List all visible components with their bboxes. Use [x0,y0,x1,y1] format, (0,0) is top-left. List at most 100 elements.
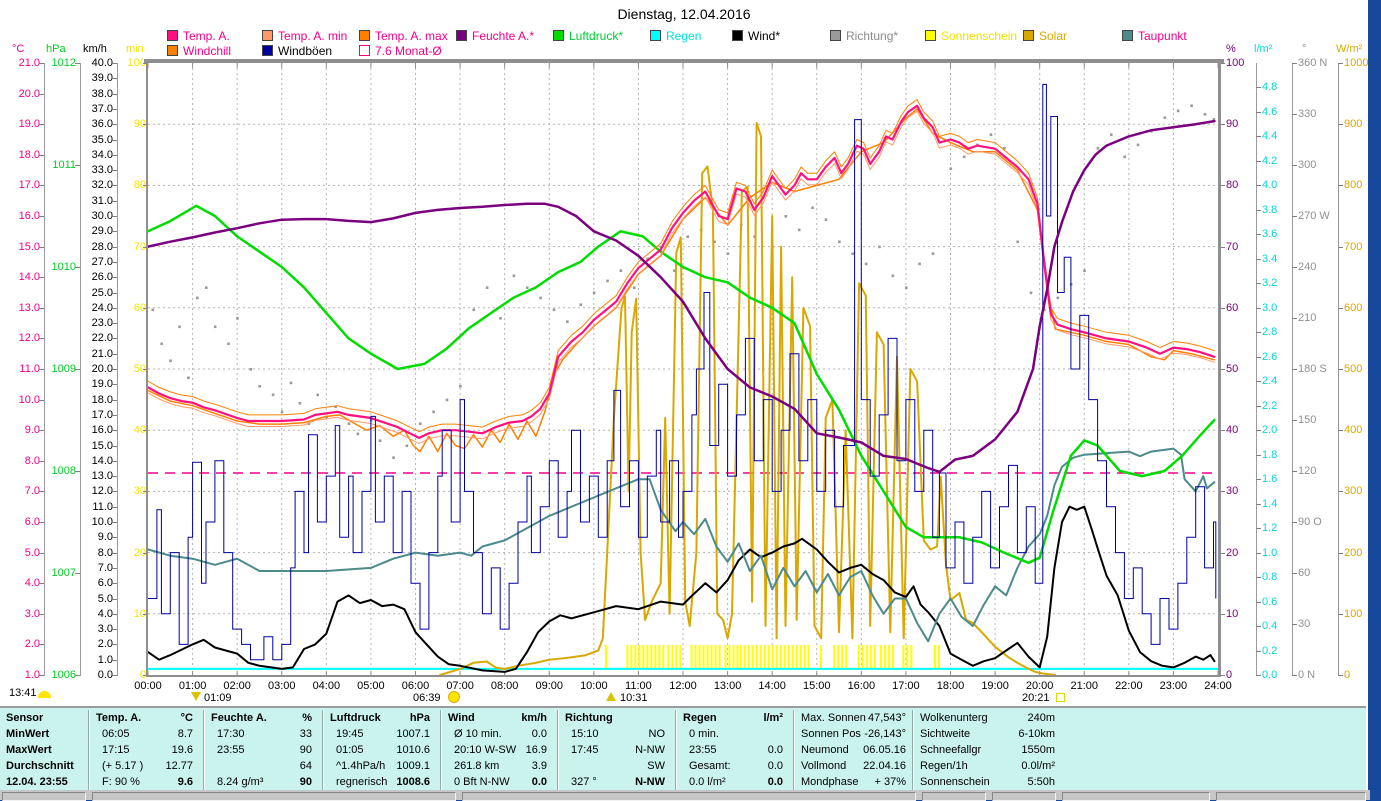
legend-label: Wind* [748,29,781,43]
axis-tick-deg [1292,165,1297,166]
axis-tick-label-kmh: 6.0 [97,577,113,590]
legend-item-temp-a-: Temp. A. [167,30,230,43]
axis-tick-label-kmh: 11.0 [92,500,113,513]
legend-item-solar: Solar [1023,30,1067,43]
table-cell-value: 90 [299,776,312,788]
axis-tick-label-lm2: 4.4 [1262,130,1278,143]
series-richtung-dot [213,325,217,329]
axis-tick-kmh [112,63,117,64]
axis-tick-deg [1292,63,1297,64]
x-axis-label-01-00: 01:00 [178,680,207,692]
table-cell-label: 261.8 km [454,760,500,772]
axis-tick-label-kmh: 1.0 [97,653,113,666]
axis-tick-lm2 [1256,528,1261,530]
series-richtung-dot [1003,147,1006,150]
legend-swatch [262,30,273,41]
axis-tick-kmh [112,537,117,539]
series-richtung-dot [1056,296,1060,300]
axis-tick-degC [39,124,44,126]
legend-swatch [1122,30,1133,41]
series-richtung-dot [673,269,676,272]
axis-tick-kmh [112,445,117,447]
axis-tick-wm2 [1338,124,1343,126]
axis-tick-label-degC: 5.0 [24,546,40,559]
annotation-moonset-time: 01:09 [204,692,232,704]
axis-tick-label-deg: 240 [1298,261,1317,273]
series-richtung-dot [334,405,337,408]
axis-tick-label-hpa: 1012 [51,57,76,69]
series-sonnenschein-bar [865,645,868,669]
series-sonnenschein-bar [694,645,697,669]
series-sonnenschein-bar [819,645,822,669]
series-richtung-dot [499,317,502,320]
x-axis-label-23-00: 23:00 [1159,680,1188,692]
series-sonnenschein-bar [763,645,766,669]
x-axis-label-18-00: 18:00 [936,680,965,692]
legend-swatch [553,30,564,41]
series-sonnenschein-bar [706,645,709,669]
axis-tick-lm2 [1256,258,1261,260]
series-sonnenschein-bar [799,645,802,669]
axis-tick-label-minu: 50 [133,363,146,375]
series-richtung-dot [307,422,311,425]
series-richtung-dot [1203,113,1207,116]
axis-unit-pct: % [1226,43,1236,55]
series-sonnenschein-bar [739,645,742,669]
axis-tick-label-degC: 20.0 [18,87,40,100]
axis-tick-label-wm2: 600 [1344,301,1363,314]
axis-tick-label-kmh: 13.0 [91,470,113,483]
axis-tick-lm2 [1256,283,1261,285]
axis-tick-kmh [112,644,117,646]
series-richtung-dot [1110,133,1113,136]
series-richtung-dot [713,240,716,244]
series-sonnenschein-bar [880,645,883,669]
x-axis-label-13-00: 13:00 [713,680,742,692]
axis-tick-label-lm2: 3.6 [1262,228,1278,241]
axis-tick-deg [1292,420,1297,421]
series-richtung-dot [811,206,814,210]
axis-tick-label-pct: 100 [1226,57,1245,69]
series-richtung-dot [632,286,636,289]
axis-tick-degC [39,675,44,676]
axis-tick-kmh [112,154,117,156]
axis-tick-label-degC: 8.0 [24,454,40,467]
axis-tick-degC [39,460,44,462]
series-richtung-dot [864,262,868,266]
axis-tick-pct [1220,430,1225,432]
table-cell-label: 15:10 [571,728,599,740]
axis-tick-kmh [112,277,117,279]
axis-tick-label-kmh: 15.0 [91,439,113,452]
x-axis-label-16-00: 16:00 [847,680,876,692]
series-richtung-dot [298,402,302,405]
axis-tick-kmh [112,200,117,202]
series-richtung-dot [418,422,422,425]
axis-tick-kmh [112,369,117,370]
table-info-value: -26,143° [864,728,906,740]
legend-item-feuchte-a-: Feuchte A.* [456,30,534,43]
legend-swatch [167,45,178,56]
axis-line-degC [44,63,45,676]
axis-tick-label-wm2: 100 [1344,607,1363,620]
table-cell-value: 0.0 [767,760,783,772]
series-richtung-dot [1190,104,1193,108]
axis-tick-label-lm2: 2.4 [1262,375,1278,388]
axis-tick-label-deg: 60 [1298,567,1311,579]
axis-tick-label-kmh: 38.0 [91,87,113,100]
axis-tick-minu [143,124,148,126]
annotation-sunset-time: 20:21 [1022,692,1050,704]
series-sonnenschein-bar [662,645,665,669]
axis-tick-label-minu: 30 [133,485,146,498]
x-axis-label-09-00: 09:00 [535,680,564,692]
table-row-label: Durchschnitt [6,760,74,772]
table-cell-value: 9.6 [177,776,193,788]
axis-tick-label-lm2: 0.2 [1262,644,1278,657]
axis-tick-lm2 [1256,405,1261,407]
axis-tick-degC [39,246,44,248]
axis-tick-label-kmh: 2.0 [97,638,113,651]
legend-label: Feuchte A.* [472,29,535,43]
axis-tick-degC [39,369,44,370]
moonset-icon [191,692,201,701]
axis-tick-label-kmh: 3.0 [97,623,113,636]
axis-tick-label-wm2: 1000 [1344,57,1368,69]
axis-tick-label-minu: 70 [133,240,146,253]
